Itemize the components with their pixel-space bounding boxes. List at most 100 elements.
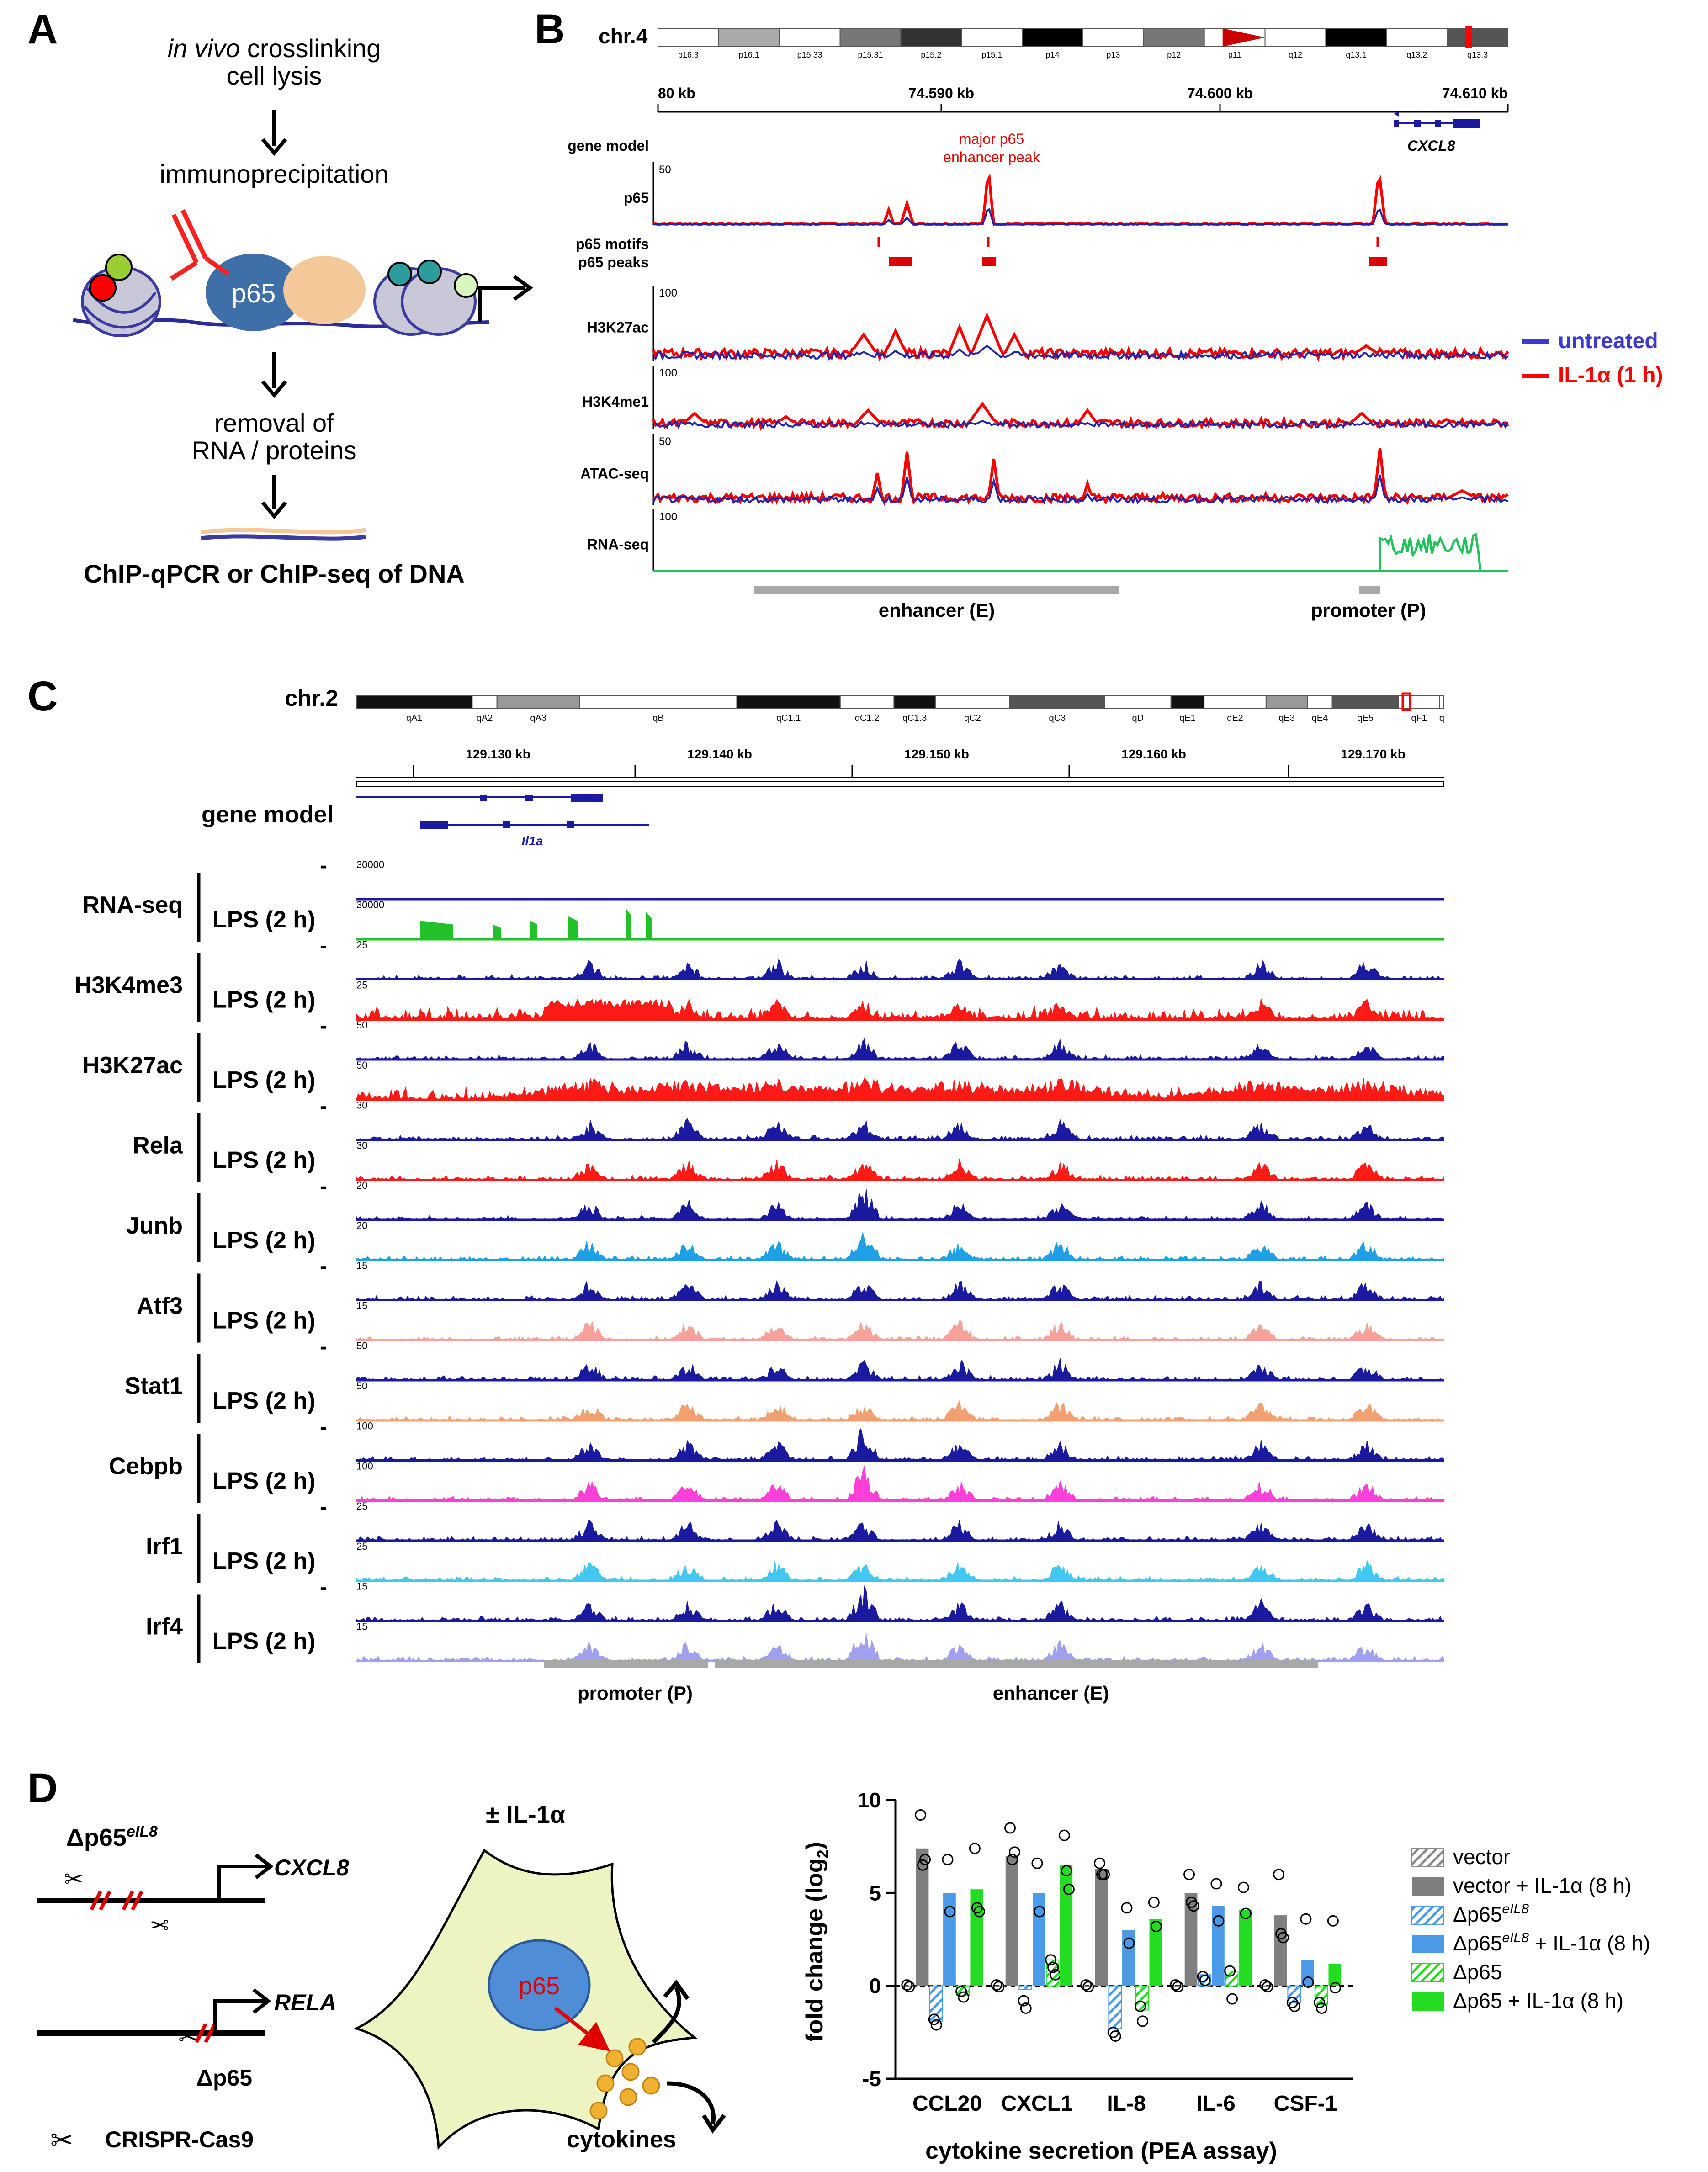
crispr-label: CRISPR-Cas9 <box>105 2127 254 2152</box>
chart-point <box>958 1991 970 2003</box>
track-c-name: Junb <box>126 1213 183 1239</box>
chart-bar <box>1060 1865 1073 1986</box>
track-c-rna-signal <box>420 908 652 940</box>
chart-point <box>1148 1897 1160 1908</box>
ruler-c-bar <box>356 781 1444 787</box>
chart-bar <box>1287 1985 1301 2003</box>
chart-point <box>1199 1974 1211 1986</box>
panel-c-ruler: 129.130 kb 129.140 kb 129.150 kb 129.160 kb… <box>356 747 1444 787</box>
band-c-0 <box>356 695 473 709</box>
track-c-name: Cebpb <box>109 1453 183 1480</box>
antibody-stem <box>171 209 208 264</box>
chart-point <box>1240 1907 1252 1919</box>
annotation-line1: major p65 <box>959 131 1024 147</box>
chart-bar <box>929 1985 943 2022</box>
chart-point <box>1262 1981 1273 1993</box>
track-c-scale: 30000 <box>356 899 384 911</box>
chart-point <box>1237 1881 1249 1893</box>
band-b-2 <box>779 28 841 47</box>
step1-rest: crosslinking <box>240 34 381 63</box>
track-c-lps-signal <box>356 1399 1444 1421</box>
chart-point <box>1007 1854 1018 1865</box>
ruler-c-label: 129.170 kb <box>1341 747 1406 761</box>
ruler-b-label: 80 kb <box>658 85 695 101</box>
scissors-legend-icon: ✂ <box>50 2125 73 2156</box>
chart-bar <box>1274 1915 1287 1986</box>
cytokine-dots <box>589 2038 660 2120</box>
panel-c: C chr.2 qA1 qA2 qA3 qB qC1.1 qC1.2 qC1.3 qC2 qC3… <box>27 673 1444 1704</box>
arrow-head-3 <box>261 501 287 519</box>
track-c-name: RNA-seq <box>82 892 183 918</box>
track-b-scale: 50 <box>659 435 671 448</box>
band-b-label: p14 <box>1046 50 1060 59</box>
chart-point <box>1135 2000 1146 2012</box>
panel-c-chrom: chr.2 <box>285 685 338 711</box>
panel-a-step4: ChIP-qPCR or ChIP-seq of DNA <box>84 559 465 588</box>
panel-d: D Δp65eIL8 CXCL8 ✂ ✂ RELA ✂ Δp65 ✂ CRISP… <box>27 1765 1650 2164</box>
legend-b: untreated IL-1α (1 h) <box>1522 329 1663 387</box>
chart-point <box>1213 1915 1225 1927</box>
track-c-minus: - <box>320 1014 327 1038</box>
ruler-b-label: 74.590 kb <box>908 85 974 101</box>
chart-point <box>1034 1906 1045 1918</box>
track-c-minus-signal <box>356 1189 1444 1221</box>
track-c-cond: LPS (2 h) <box>212 987 315 1013</box>
chart-point <box>917 1859 929 1871</box>
track-c-cond: LPS (2 h) <box>212 1067 315 1093</box>
legend-label-sup: eIL8 <box>1502 1902 1529 1917</box>
chart-bar <box>1184 1893 1198 1986</box>
legend-il1: IL-1α (1 h) <box>1558 363 1663 387</box>
band-c-label: qC1.1 <box>776 713 801 723</box>
cxcl8-tss-arrow <box>217 1865 267 1901</box>
cut-marks-cxcl8 <box>90 1891 143 1911</box>
band-b-10 <box>1264 28 1326 47</box>
track-c-minus-signal <box>356 1038 1444 1060</box>
band-c-label: qE3 <box>1278 713 1295 723</box>
chart-point <box>1289 2000 1300 2012</box>
track-c-scale: 30 <box>356 1100 367 1111</box>
cxcl8-tss-head <box>255 1853 274 1880</box>
delta-e-sup: eIL8 <box>127 1823 158 1840</box>
band-c-label: qA2 <box>477 713 493 723</box>
chart-point <box>919 1854 931 1865</box>
band-c-8 <box>1009 695 1105 709</box>
scissors-icon: ✂ <box>64 1866 83 1892</box>
track-c-scale: 25 <box>356 1541 367 1552</box>
track-c-minus-signal <box>356 1585 1444 1621</box>
chart-point <box>1224 1965 1236 1977</box>
track-c-scale: 50 <box>356 1380 367 1392</box>
legend-label: vector <box>1453 1845 1510 1869</box>
chart-point <box>991 1979 1003 1991</box>
cofactor-protein <box>283 256 366 324</box>
band-c-15 <box>1398 695 1440 709</box>
chart-point <box>903 1981 915 1993</box>
track-c-lps-signal <box>356 1158 1444 1181</box>
step1-italic: in vivo <box>168 34 240 63</box>
panel-a-letter: A <box>27 6 58 53</box>
band-c-14 <box>1331 695 1399 709</box>
peaks-label: p65 peaks <box>578 254 649 270</box>
chart-point <box>969 1843 981 1854</box>
track-c-cond: LPS (2 h) <box>212 1308 315 1334</box>
chart-y-tick-label: 5 <box>869 1881 881 1905</box>
chart-y-tick-label: -5 <box>862 2067 881 2091</box>
enhancer-label-b: enhancer (E) <box>879 599 995 621</box>
enhancer-label-c: enhancer (E) <box>993 1682 1109 1704</box>
band-c-12 <box>1265 695 1308 709</box>
mod-circle-green <box>105 254 133 281</box>
legend-label-main: Δp65 <box>1453 1931 1502 1955</box>
scissors-icon-2: ✂ <box>150 1912 169 1937</box>
enhancer-bar-b <box>754 586 1119 594</box>
panel-c-gene-name: Il1a <box>522 834 543 848</box>
band-b-label: p11 <box>1228 50 1241 59</box>
chart-point <box>1150 1921 1162 1933</box>
track-c-scale: 15 <box>356 1581 367 1592</box>
track-b-il1-line <box>653 173 1508 226</box>
panel-b-gene-name: CXCL8 <box>1407 138 1455 154</box>
chart-point <box>1183 1869 1195 1881</box>
band-c-11 <box>1204 695 1267 709</box>
delta-e-label: Δp65eIL8 <box>66 1823 158 1851</box>
chart-point <box>1273 1869 1285 1881</box>
